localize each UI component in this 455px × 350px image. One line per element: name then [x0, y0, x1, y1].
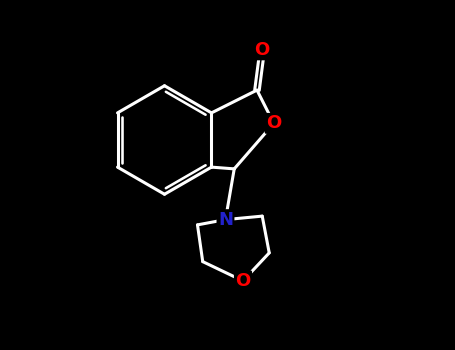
Text: N: N — [218, 211, 233, 229]
Text: O: O — [255, 41, 270, 59]
Text: O: O — [266, 114, 281, 132]
Text: O: O — [235, 272, 251, 290]
